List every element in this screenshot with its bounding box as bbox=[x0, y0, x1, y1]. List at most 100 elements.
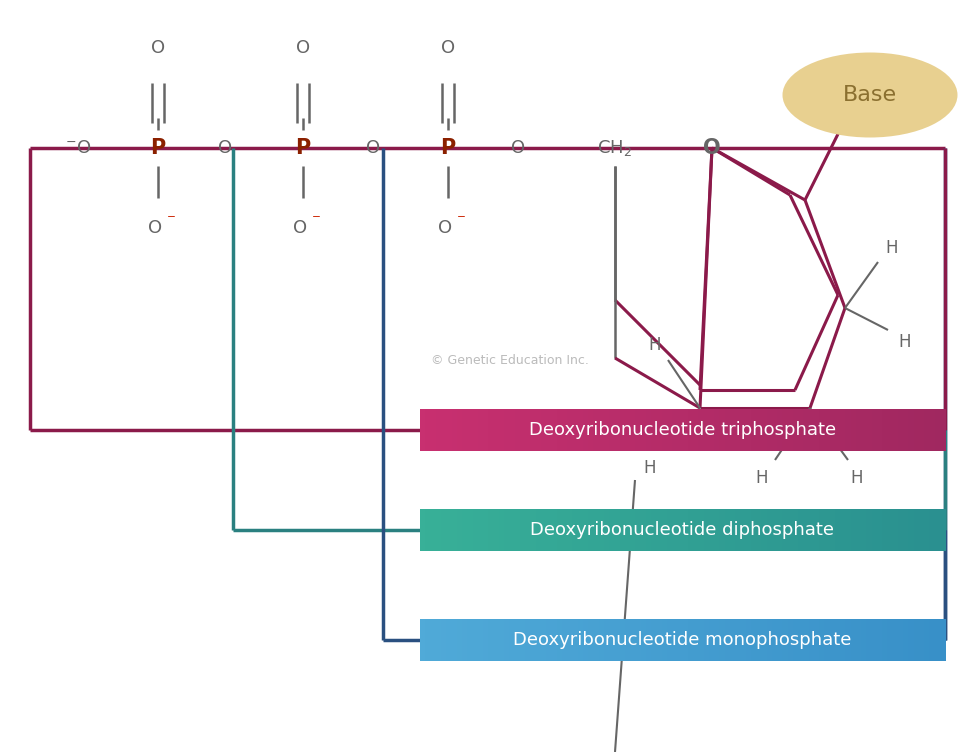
Bar bbox=[567, 409, 573, 451]
Bar bbox=[520, 409, 526, 451]
Bar bbox=[903, 619, 909, 661]
Bar bbox=[850, 509, 857, 551]
Bar bbox=[882, 409, 888, 451]
Bar bbox=[856, 409, 862, 451]
Bar bbox=[934, 619, 941, 661]
Bar bbox=[540, 509, 547, 551]
Bar bbox=[730, 509, 736, 551]
Bar bbox=[420, 409, 427, 451]
Bar bbox=[693, 509, 700, 551]
Bar bbox=[735, 619, 741, 661]
Bar bbox=[830, 509, 836, 551]
Bar bbox=[914, 409, 920, 451]
Bar bbox=[772, 509, 778, 551]
Bar bbox=[719, 619, 726, 661]
Bar bbox=[714, 619, 720, 661]
Bar bbox=[798, 409, 804, 451]
Bar bbox=[452, 409, 457, 451]
Bar bbox=[456, 619, 463, 661]
Bar bbox=[510, 409, 515, 451]
Bar bbox=[703, 409, 709, 451]
Bar bbox=[567, 619, 573, 661]
Bar bbox=[903, 409, 909, 451]
Bar bbox=[819, 509, 825, 551]
Bar bbox=[919, 619, 925, 661]
Bar bbox=[772, 619, 778, 661]
Bar bbox=[598, 409, 605, 451]
Bar bbox=[588, 409, 594, 451]
Bar bbox=[824, 409, 831, 451]
Bar bbox=[803, 409, 810, 451]
Bar bbox=[919, 409, 925, 451]
Bar bbox=[813, 509, 820, 551]
Bar bbox=[787, 619, 794, 661]
Bar bbox=[746, 619, 752, 661]
Bar bbox=[661, 409, 668, 451]
Bar bbox=[493, 409, 500, 451]
Bar bbox=[598, 509, 605, 551]
Bar bbox=[740, 619, 747, 661]
Bar bbox=[735, 509, 741, 551]
Bar bbox=[593, 409, 599, 451]
Text: H: H bbox=[886, 239, 898, 257]
Bar bbox=[835, 409, 841, 451]
Text: O: O bbox=[703, 138, 721, 158]
Bar bbox=[693, 619, 700, 661]
Bar bbox=[672, 509, 678, 551]
Text: © Genetic Education Inc.: © Genetic Education Inc. bbox=[431, 353, 589, 366]
Bar bbox=[924, 619, 930, 661]
Text: O: O bbox=[218, 139, 232, 157]
Bar bbox=[551, 509, 558, 551]
Bar bbox=[510, 619, 515, 661]
Bar bbox=[620, 509, 625, 551]
Bar bbox=[940, 619, 946, 661]
Bar bbox=[813, 409, 820, 451]
Bar bbox=[656, 409, 663, 451]
Bar bbox=[856, 509, 862, 551]
Bar bbox=[688, 619, 694, 661]
Ellipse shape bbox=[783, 53, 957, 138]
Bar bbox=[929, 619, 935, 661]
Text: Deoxyribonucleotide triphosphate: Deoxyribonucleotide triphosphate bbox=[529, 421, 836, 439]
Bar bbox=[598, 619, 605, 661]
Bar bbox=[772, 409, 778, 451]
Text: H: H bbox=[648, 336, 661, 354]
Bar bbox=[730, 409, 736, 451]
Bar bbox=[577, 409, 584, 451]
Bar bbox=[604, 409, 610, 451]
Bar bbox=[850, 409, 857, 451]
Bar bbox=[929, 509, 935, 551]
Bar bbox=[615, 619, 620, 661]
Bar bbox=[488, 509, 494, 551]
Bar bbox=[661, 619, 668, 661]
Bar bbox=[777, 409, 784, 451]
Bar bbox=[919, 509, 925, 551]
Bar bbox=[446, 509, 453, 551]
Bar bbox=[525, 409, 532, 451]
Bar bbox=[861, 619, 868, 661]
Text: $^{-}$: $^{-}$ bbox=[166, 214, 176, 229]
Bar bbox=[430, 619, 437, 661]
Text: P: P bbox=[151, 138, 166, 158]
Bar bbox=[766, 509, 773, 551]
Bar bbox=[887, 409, 894, 451]
Bar bbox=[766, 619, 773, 661]
Bar bbox=[441, 619, 447, 661]
Text: H: H bbox=[851, 469, 864, 487]
Bar bbox=[924, 509, 930, 551]
Bar bbox=[577, 509, 584, 551]
Bar bbox=[793, 509, 799, 551]
Bar bbox=[624, 619, 631, 661]
Bar bbox=[441, 509, 447, 551]
Bar bbox=[725, 409, 731, 451]
Bar bbox=[703, 619, 709, 661]
Bar bbox=[908, 509, 915, 551]
Bar bbox=[577, 619, 584, 661]
Text: P: P bbox=[440, 138, 455, 158]
Bar bbox=[624, 409, 631, 451]
Bar bbox=[783, 409, 788, 451]
Bar bbox=[798, 509, 804, 551]
Bar bbox=[897, 509, 904, 551]
Bar bbox=[746, 509, 752, 551]
Bar bbox=[845, 619, 851, 661]
